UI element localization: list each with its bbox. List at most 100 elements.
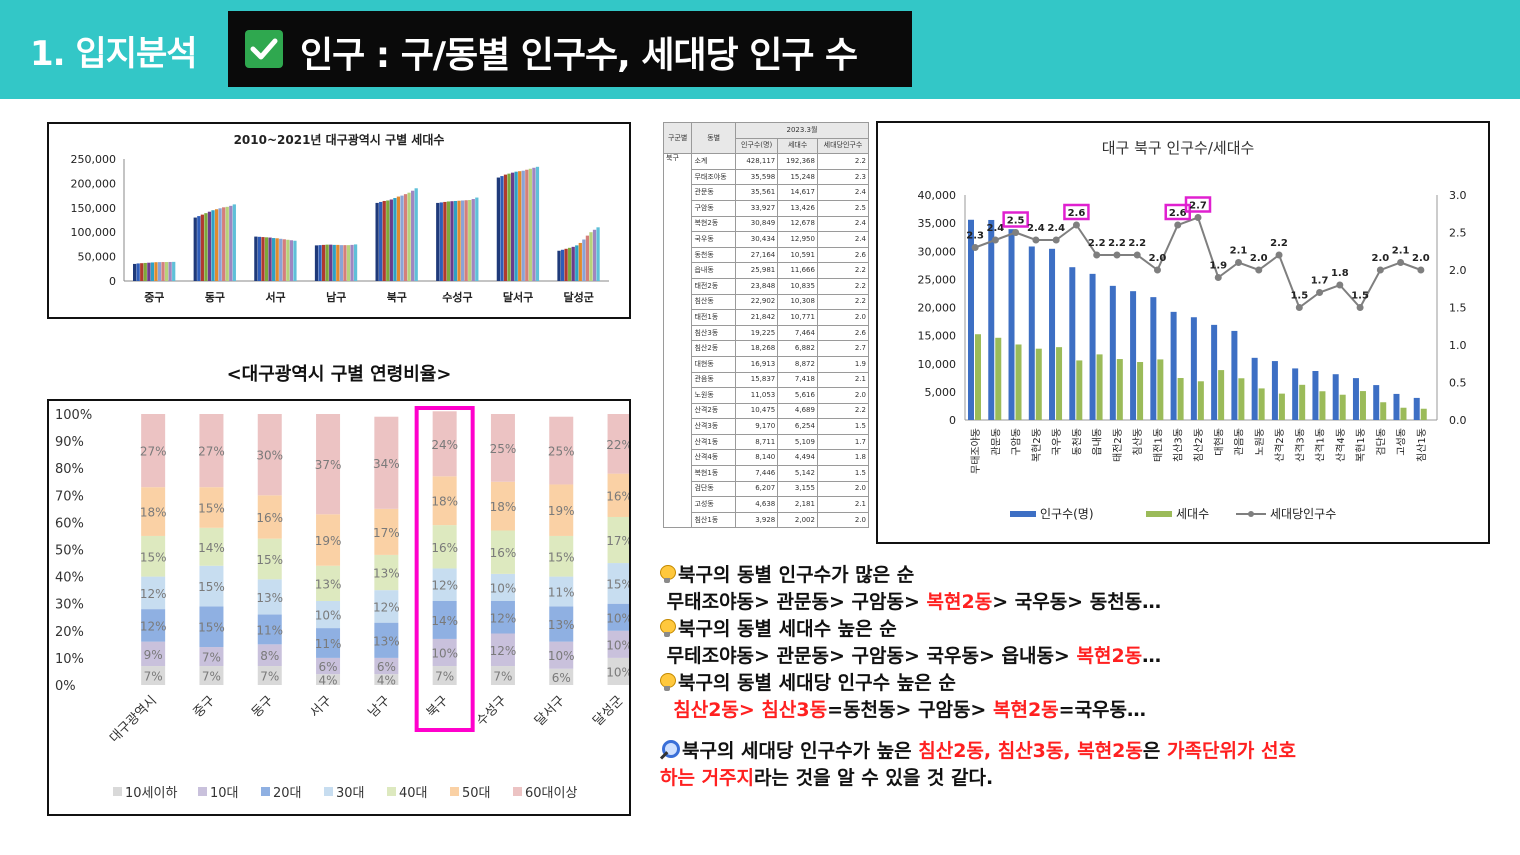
bar bbox=[318, 245, 322, 281]
table-cell-dong: 침산동 bbox=[691, 293, 736, 311]
segment-label: 15% bbox=[256, 553, 283, 567]
data-label: 1.5 bbox=[1290, 291, 1308, 302]
stacked-segment bbox=[374, 508, 399, 555]
legend-label: 60대이상 bbox=[525, 786, 577, 801]
stacked-segment bbox=[549, 535, 574, 577]
bar bbox=[289, 240, 294, 281]
x-tick-label: 태전1동 bbox=[1152, 428, 1164, 462]
bar bbox=[211, 210, 215, 281]
table-cell-value: 2.0 bbox=[816, 309, 870, 326]
table-cell-value: 2.2 bbox=[816, 402, 870, 420]
bar bbox=[535, 166, 540, 281]
table-cell-value: 16,913 bbox=[734, 355, 779, 373]
table-cell-dong: 복현1동 bbox=[691, 465, 736, 482]
table-cell-dong: 침산1동 bbox=[691, 511, 736, 529]
segment-label: 18% bbox=[431, 495, 458, 509]
stacked-segment bbox=[549, 576, 574, 607]
segment-label: 10% bbox=[606, 638, 629, 652]
table-cell-dong: 침산2동 bbox=[691, 340, 736, 357]
table-cell-value: 18,268 bbox=[734, 340, 779, 357]
bar bbox=[218, 208, 222, 281]
x-tick-label: 중구 bbox=[144, 291, 164, 304]
households-bar bbox=[1197, 381, 1204, 420]
note-2-text-a: 무테조야동> 관문동> 구암동> 국우동> 읍내동> bbox=[666, 645, 1070, 667]
table-cell-value: 2.0 bbox=[816, 480, 870, 498]
x-tick-label: 달서구 bbox=[532, 693, 568, 729]
stacked-segment bbox=[490, 633, 515, 667]
legend-swatch bbox=[261, 787, 270, 796]
bar bbox=[514, 171, 518, 281]
x-tick-label: 구암동 bbox=[1011, 428, 1023, 456]
bar bbox=[336, 244, 340, 281]
data-label: 2.1 bbox=[1230, 246, 1248, 257]
bar bbox=[475, 197, 479, 281]
data-label: 2.0 bbox=[1149, 253, 1167, 264]
table-cell-value: 2.6 bbox=[816, 324, 870, 342]
age-ratio-chart: 0% 10% 20% 30% 40% 50% 60% 70% 80% 90% 100% 7% 9% 12%… bbox=[55, 406, 629, 801]
note-3-text-a: =동천동> 구암동> bbox=[827, 699, 987, 721]
segment-label: 10% bbox=[606, 665, 629, 679]
x-tick-label: 무태조야동 bbox=[970, 428, 982, 474]
bar bbox=[596, 227, 600, 281]
segment-label: 12% bbox=[490, 611, 517, 625]
left-tick-label: 10,000 bbox=[918, 358, 957, 371]
bar bbox=[446, 201, 451, 281]
population-bar bbox=[1231, 330, 1238, 420]
stacked-segment bbox=[549, 641, 574, 669]
segment-label: 30% bbox=[256, 449, 283, 463]
bar bbox=[532, 167, 536, 281]
bar bbox=[293, 240, 297, 281]
notes: 북구의 동별 인구수가 많은 순 무태조야동> 관문동> 구암동> 복현2동> … bbox=[660, 562, 1490, 792]
segment-label: 22% bbox=[606, 438, 629, 452]
bar bbox=[439, 202, 443, 281]
stacked-segment bbox=[432, 476, 457, 526]
note-1-text-b: > 국우동> 동천동… bbox=[992, 591, 1162, 613]
bar bbox=[350, 244, 354, 281]
per-household-point bbox=[1133, 251, 1141, 259]
bar bbox=[464, 200, 468, 281]
table-cell-value: 23,848 bbox=[734, 277, 779, 295]
segment-label: 16% bbox=[606, 489, 629, 503]
stacked-segment bbox=[490, 530, 515, 574]
y-tick-label: 50% bbox=[55, 544, 84, 559]
segment-label: 13% bbox=[548, 618, 575, 632]
stacked-segment bbox=[316, 657, 341, 675]
table-row: 관음동 15,837 7,418 2.1 bbox=[664, 371, 870, 389]
table-cell-dong: 침산3동 bbox=[691, 324, 736, 342]
stacked-segment bbox=[257, 495, 282, 539]
legend-label: 인구수(명) bbox=[1040, 507, 1094, 521]
segment-label: 10% bbox=[606, 611, 629, 625]
stacked-segment bbox=[141, 666, 166, 685]
segment-label: 16% bbox=[490, 546, 517, 560]
table-cell-value: 10,835 bbox=[777, 277, 818, 295]
table-cell-value: 2.6 bbox=[816, 246, 870, 264]
population-bar bbox=[1170, 311, 1177, 420]
y-tick-label: 20% bbox=[55, 625, 84, 640]
bar bbox=[150, 262, 155, 281]
segment-label: 37% bbox=[315, 458, 342, 472]
table-row: 관문동 35,561 14,617 2.4 bbox=[664, 184, 870, 201]
table-cell-dong: 관문동 bbox=[691, 184, 736, 201]
table-row: 무태조야동 35,598 15,248 2.3 bbox=[664, 168, 870, 186]
stacked-segment bbox=[549, 416, 574, 485]
x-tick-label: 읍내동 bbox=[1092, 428, 1104, 456]
checkmark-icon bbox=[245, 30, 283, 68]
households-bar bbox=[995, 337, 1002, 420]
right-tick-label: 2.5 bbox=[1449, 227, 1467, 240]
bar bbox=[589, 232, 593, 281]
right-tick-label: 2.0 bbox=[1449, 264, 1467, 277]
data-label: 2.0 bbox=[1250, 253, 1268, 264]
population-bar bbox=[1373, 385, 1380, 420]
table-cell-value: 3,928 bbox=[734, 511, 779, 529]
table-cell-value: 2.4 bbox=[816, 184, 870, 201]
households-bar bbox=[1258, 388, 1265, 420]
segment-label: 13% bbox=[315, 577, 342, 591]
segment-label: 27% bbox=[198, 445, 225, 459]
x-tick-label: 침산1동 bbox=[1416, 428, 1428, 462]
legend-swatch bbox=[1010, 511, 1036, 517]
table-cell-value: 2.0 bbox=[816, 511, 870, 529]
conclusion-text-b: 은 bbox=[1142, 740, 1161, 762]
conclusion-line-1: 북구의 세대당 인구수가 높은 침산2동, 침산3동, 복현2동은 가족단위가 … bbox=[660, 738, 1490, 765]
households-bar bbox=[1420, 408, 1427, 420]
population-bar bbox=[1069, 267, 1076, 420]
